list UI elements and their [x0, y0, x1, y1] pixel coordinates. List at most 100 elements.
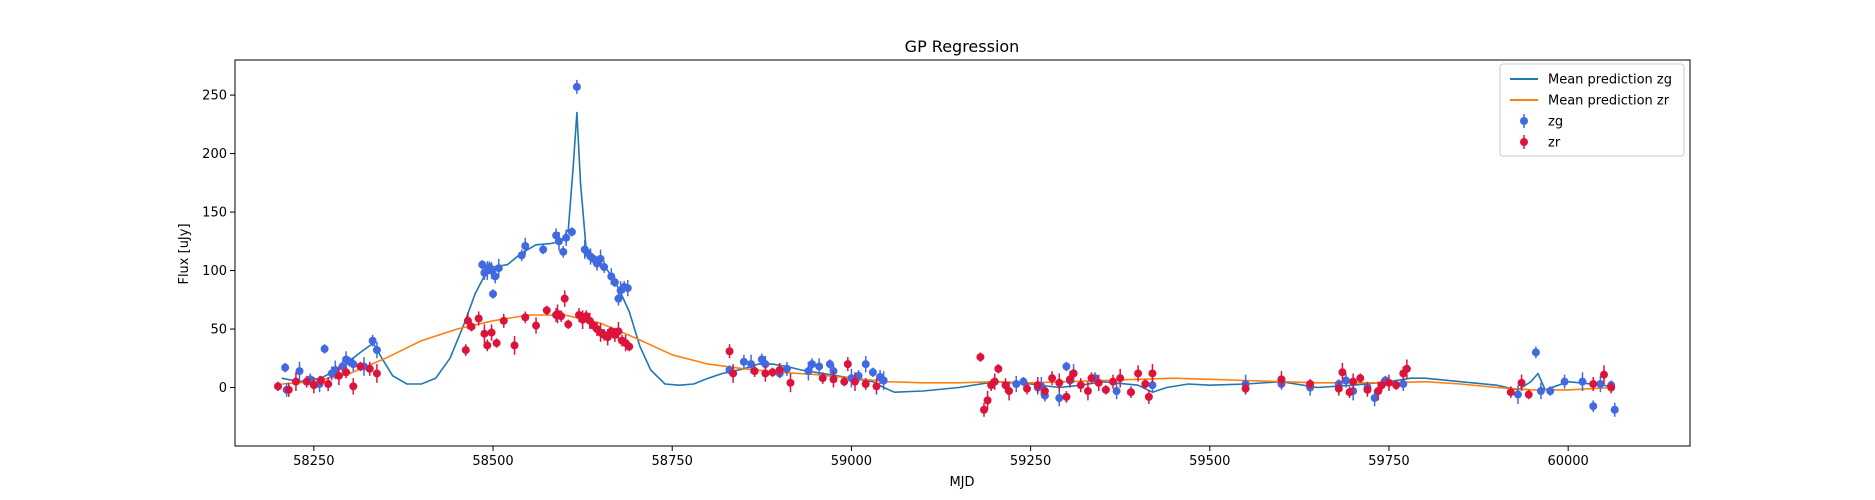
marker	[349, 382, 358, 391]
y-tick-label: 200	[202, 147, 227, 162]
point-zr	[625, 341, 634, 352]
marker	[1094, 378, 1103, 387]
marker	[572, 82, 581, 91]
point-zg	[868, 367, 877, 377]
marker	[463, 316, 472, 325]
marker	[1589, 380, 1598, 389]
point-zr	[872, 378, 881, 395]
point-zr	[1055, 373, 1064, 393]
marker	[494, 264, 503, 273]
marker	[786, 378, 795, 387]
point-zr	[1134, 365, 1143, 382]
point-zr	[1517, 374, 1526, 392]
marker	[539, 245, 548, 254]
data-points	[274, 79, 1619, 417]
marker	[1306, 380, 1315, 389]
marker	[1148, 369, 1157, 378]
marker	[976, 353, 985, 362]
point-zr	[1094, 374, 1103, 392]
legend-entry-1: Mean prediction zr	[1510, 94, 1670, 109]
point-zr	[768, 367, 777, 377]
y-tick-label: 100	[202, 264, 227, 279]
marker	[302, 377, 311, 386]
point-zr	[1083, 381, 1092, 401]
marker	[1402, 364, 1411, 373]
point-zr	[994, 364, 1003, 374]
point-zg	[600, 261, 609, 273]
point-zr	[1277, 371, 1286, 388]
point-zr	[317, 375, 326, 386]
point-zr	[786, 373, 795, 393]
point-zg	[1062, 361, 1071, 372]
marker	[1076, 381, 1085, 390]
point-zg	[281, 362, 290, 373]
point-zg	[539, 244, 548, 255]
marker	[1596, 380, 1605, 389]
marker	[480, 329, 489, 338]
marker	[1134, 369, 1143, 378]
marker	[829, 375, 838, 384]
point-zr	[1402, 359, 1411, 379]
marker	[614, 327, 623, 336]
marker	[1599, 370, 1608, 379]
marker	[557, 312, 566, 321]
marker	[1524, 390, 1533, 399]
point-zr	[487, 324, 496, 341]
point-zg	[559, 245, 568, 258]
point-zg	[1546, 386, 1555, 396]
point-zr	[334, 366, 343, 386]
marker	[338, 362, 347, 371]
point-zr	[976, 352, 985, 362]
point-zr	[365, 361, 374, 376]
marker	[1055, 378, 1064, 387]
point-zr	[284, 382, 293, 397]
marker	[499, 316, 508, 325]
point-zg	[1513, 385, 1522, 404]
marker	[356, 362, 365, 371]
marker	[1536, 387, 1545, 396]
marker	[1363, 385, 1372, 394]
marker	[1241, 384, 1250, 393]
marker	[349, 360, 358, 369]
marker	[1334, 384, 1343, 393]
y-tick-label: 0	[219, 381, 227, 396]
legend-entry-2: zg	[1520, 114, 1563, 130]
point-zg	[572, 79, 581, 94]
marker	[840, 377, 849, 386]
chart-title: GP Regression	[905, 37, 1020, 56]
point-zr	[1076, 378, 1085, 393]
x-tick-label: 59500	[1189, 454, 1230, 469]
legend-entry-3: zr	[1520, 135, 1561, 151]
marker	[562, 233, 571, 242]
x-tick-label: 59250	[1010, 454, 1051, 469]
marker	[295, 367, 304, 376]
plot-area: 58250 58500 58750 59000 59250 59500 59750 60000…	[202, 59, 1691, 469]
marker	[1040, 387, 1049, 396]
legend-label: Mean prediction zr	[1548, 94, 1670, 109]
point-zg	[554, 231, 563, 251]
marker	[603, 333, 612, 342]
point-zg	[854, 369, 863, 382]
point-zg	[1012, 375, 1021, 393]
marker	[1384, 378, 1393, 387]
marker	[1012, 380, 1021, 389]
marker	[775, 365, 784, 374]
point-zg	[1341, 373, 1350, 388]
marker	[1066, 375, 1075, 384]
legend-entries: Mean prediction zg Mean prediction zr zg zr	[1510, 73, 1672, 151]
point-zr	[480, 324, 489, 344]
marker	[474, 314, 483, 323]
marker	[284, 385, 293, 394]
marker	[491, 272, 500, 281]
marker	[331, 365, 340, 374]
point-zg	[494, 258, 503, 278]
marker	[825, 360, 834, 369]
marker	[818, 374, 827, 383]
point-zr	[861, 378, 870, 390]
marker	[487, 328, 496, 337]
point-zr	[483, 339, 492, 352]
marker	[317, 376, 326, 385]
marker	[983, 396, 992, 405]
point-zr	[1377, 379, 1386, 392]
point-zr	[1144, 389, 1153, 404]
